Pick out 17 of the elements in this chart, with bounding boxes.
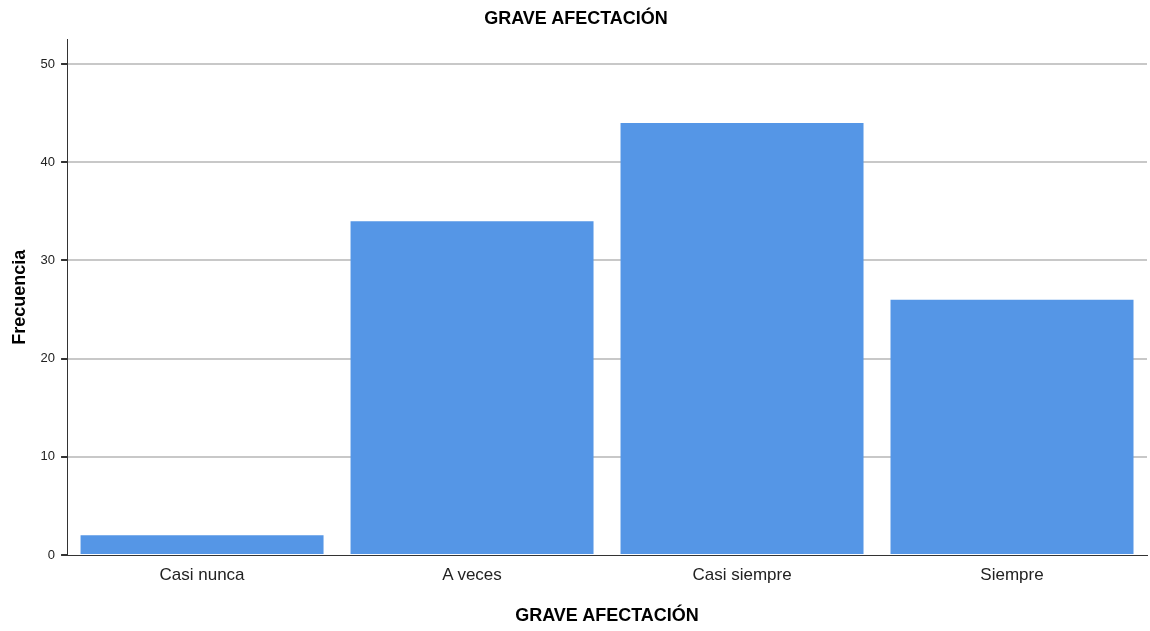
bar	[890, 299, 1134, 554]
y-axis-title: Frecuencia	[8, 248, 29, 345]
y-tick-label: 20	[40, 350, 56, 366]
bar	[80, 535, 324, 554]
y-tick-label: 40	[40, 153, 56, 169]
y-tick-label: 0	[47, 546, 56, 562]
chart-title: GRAVE AFECTACIÓN	[484, 6, 668, 28]
y-tick-label: 10	[40, 448, 56, 464]
bar	[350, 221, 594, 554]
y-tick-label: 50	[40, 55, 56, 71]
x-tick-label: Siempre	[980, 564, 1044, 584]
x-tick-label: Casi siempre	[692, 564, 792, 584]
x-tick-label: Casi nunca	[159, 564, 246, 584]
bar	[620, 123, 864, 554]
x-axis-title: GRAVE AFECTACIÓN	[515, 604, 699, 626]
y-tick-label: 30	[40, 252, 56, 268]
x-tick-label: A veces	[442, 564, 502, 584]
